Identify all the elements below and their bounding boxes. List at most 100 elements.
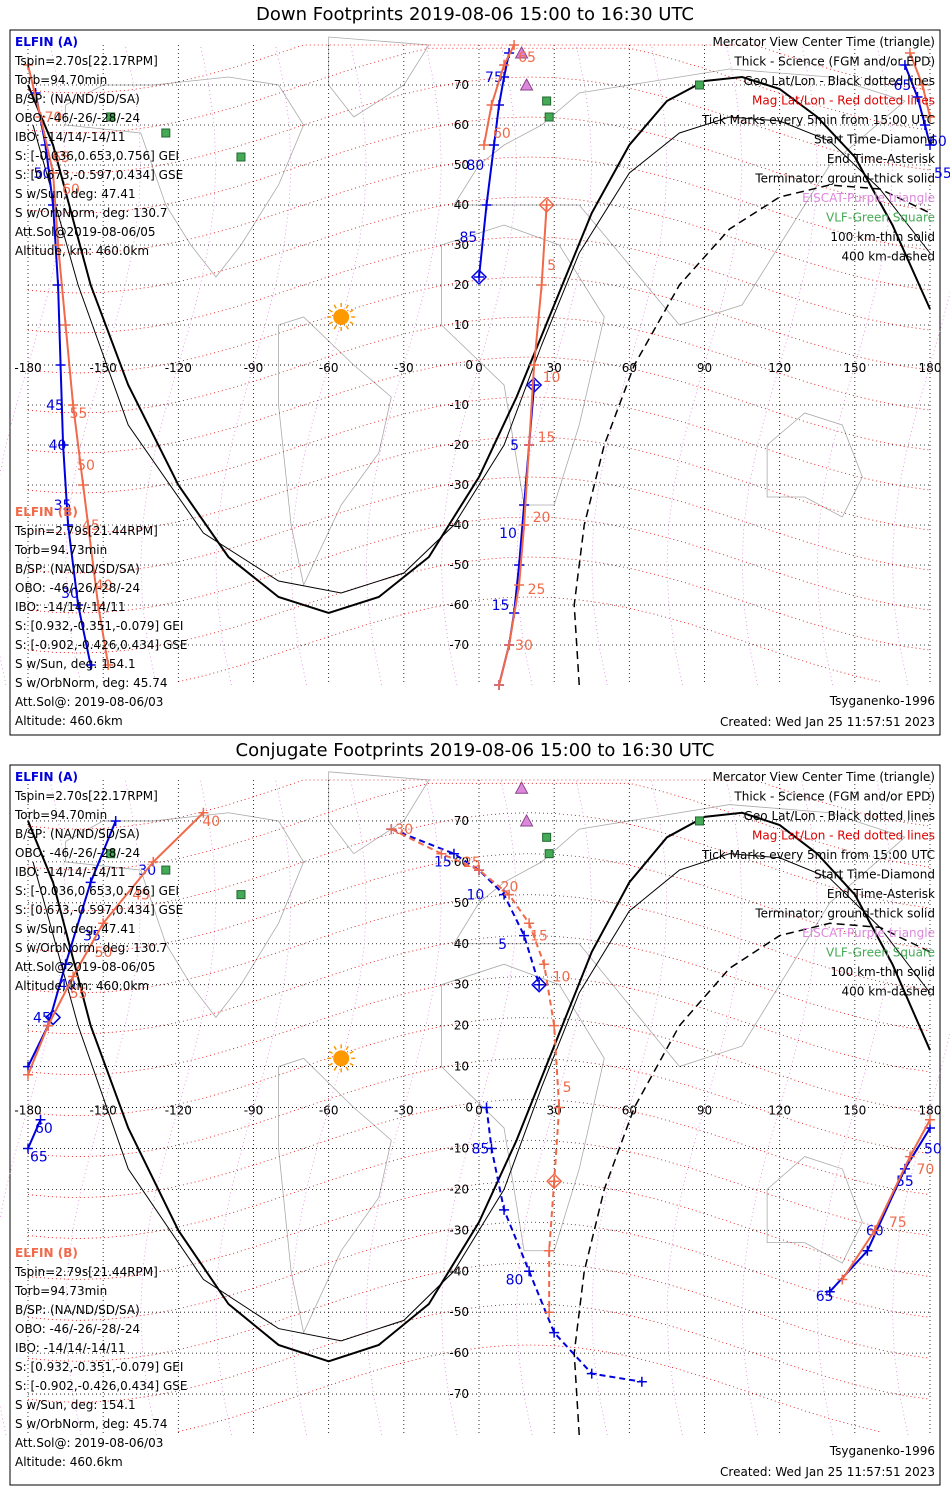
elfin-a-info: S: [0.673,-0.597,0.434] GSE bbox=[15, 168, 183, 182]
lon-tick-label: 30 bbox=[547, 361, 562, 375]
tick-mark bbox=[549, 1327, 560, 1338]
tick-mark bbox=[489, 140, 500, 150]
tick-mark bbox=[509, 40, 520, 50]
lon-tick-label: -90 bbox=[244, 361, 264, 375]
tick-mark bbox=[529, 380, 540, 390]
legend-entry: Start Time-Diamond bbox=[814, 868, 935, 882]
tick-mark bbox=[48, 200, 59, 210]
tick-label: 10 bbox=[543, 370, 561, 386]
tick-mark bbox=[539, 959, 550, 970]
footprint-track: 65 60 55 bbox=[893, 60, 950, 182]
mag-lon-curve bbox=[441, 779, 517, 1436]
mag-lat-curve bbox=[27, 976, 931, 1076]
lon-tick-label: -180 bbox=[14, 1104, 41, 1118]
tick-mark bbox=[925, 112, 935, 122]
elfin-b-info: Att.Sol@: 2019-08-06/03 bbox=[15, 695, 163, 709]
mag-lat-curve bbox=[27, 1139, 931, 1239]
mag-lon-curve bbox=[65, 779, 142, 1436]
tick-mark bbox=[93, 600, 104, 610]
elfin-a-info: Altitude, km: 460.0km bbox=[15, 979, 149, 993]
tick-mark bbox=[48, 168, 59, 178]
terminator-ground bbox=[27, 75, 931, 615]
legend-entry: Tick Marks every 5min from 15:00 UTC bbox=[701, 113, 935, 127]
footprint-track: 70 75 bbox=[837, 1114, 935, 1285]
sun-disc bbox=[333, 309, 350, 325]
tick-mark bbox=[85, 660, 96, 670]
footprint-track: 50 45 40 35 30 bbox=[30, 88, 96, 670]
elfin-a-info: S: [0.673,-0.597,0.434] GSE bbox=[15, 903, 183, 917]
tick-mark bbox=[58, 440, 69, 450]
tick-label: 50 bbox=[34, 166, 52, 182]
tick-mark bbox=[499, 60, 510, 70]
tick-mark bbox=[554, 1102, 565, 1113]
elfin-a-info: B/SP: (NA/ND/SD/SA) bbox=[15, 92, 140, 106]
start-diamond bbox=[531, 976, 548, 993]
sun-ray bbox=[333, 325, 337, 330]
eiscat-triangle bbox=[519, 813, 534, 827]
mag-lon-curve bbox=[516, 779, 593, 1436]
tick-mark bbox=[837, 1274, 848, 1285]
vlf-square bbox=[544, 849, 554, 859]
tick-label: 15 bbox=[538, 430, 556, 446]
start-diamond bbox=[538, 196, 555, 214]
legend-entry: EISCAT-Purple triangle bbox=[802, 191, 935, 205]
tick-mark bbox=[519, 520, 530, 530]
tick-label: 65 bbox=[893, 78, 911, 94]
lat-tick-label: 70 bbox=[454, 78, 469, 92]
tick-label: 55 bbox=[934, 166, 950, 182]
tick-mark bbox=[85, 877, 96, 888]
sun-ray bbox=[345, 325, 349, 330]
elfin-a-info: Torb=94.70min bbox=[14, 808, 107, 822]
lon-tick-label: -60 bbox=[319, 361, 339, 375]
created-label: Created: Wed Jan 25 11:57:51 2023 bbox=[720, 715, 935, 729]
lon-tick-label: 180 bbox=[919, 361, 942, 375]
lat-tick-label: -50 bbox=[449, 558, 469, 572]
tick-mark bbox=[486, 1143, 497, 1154]
lon-tick-label: -30 bbox=[394, 1104, 414, 1118]
terminator-100km bbox=[32, 116, 931, 594]
elfin-a-info: Tspin=2.70s[22.17RPM] bbox=[14, 54, 158, 68]
tick-label: 10 bbox=[467, 888, 485, 904]
tick-label: 15 bbox=[530, 929, 548, 945]
footprint-track: 65 60 bbox=[479, 40, 536, 150]
legend-entry: Mercator View Center Time (triangle) bbox=[713, 35, 935, 49]
lon-tick-label: -60 bbox=[319, 1104, 339, 1118]
coast-shape bbox=[65, 812, 305, 1019]
tick-label: 15 bbox=[434, 855, 452, 871]
mag-lon-curve bbox=[741, 779, 818, 1436]
tick-mark bbox=[549, 1020, 560, 1031]
tick-mark bbox=[78, 480, 89, 490]
tick-mark bbox=[504, 640, 515, 650]
tick-mark bbox=[198, 807, 209, 818]
legend-entry: VLF-Green Square bbox=[826, 211, 935, 225]
elfin-b-info: IBO: -14/14/-14/11 bbox=[15, 600, 126, 614]
lat-tick-label: 10 bbox=[454, 1060, 469, 1074]
tick-mark bbox=[63, 520, 74, 530]
elfin-b-info: IBO: -14/14/-14/11 bbox=[15, 1341, 126, 1355]
footprint-track: 5 10 15 20 25 30 bbox=[494, 196, 561, 690]
sun-ray bbox=[328, 309, 333, 313]
coast-shape bbox=[328, 771, 430, 855]
mag-grid bbox=[0, 44, 950, 686]
mag-lon-curve bbox=[140, 779, 217, 1436]
tick-label: 50 bbox=[77, 458, 95, 474]
vlf-square bbox=[542, 832, 552, 842]
tick-mark bbox=[481, 1102, 492, 1113]
legend-entry: VLF-Green Square bbox=[826, 946, 935, 960]
tick-mark bbox=[98, 918, 109, 929]
coast-shape bbox=[65, 76, 305, 278]
map-frame bbox=[9, 29, 941, 736]
legend-entry: Terminator: ground-thick solid bbox=[754, 907, 935, 921]
vlf-square bbox=[236, 152, 246, 162]
elfin-a-title: ELFIN (A) bbox=[15, 770, 78, 784]
model-label: Tsyganenko-1996 bbox=[829, 694, 935, 708]
lat-tick-label: -70 bbox=[449, 1387, 469, 1401]
coast-shape bbox=[766, 412, 863, 518]
mag-lon-curve bbox=[365, 779, 442, 1436]
lat-tick-label: 40 bbox=[454, 198, 469, 212]
elfin-b-info: Torb=94.73min bbox=[14, 1284, 107, 1298]
sun-ray bbox=[328, 1050, 333, 1055]
created-label: Created: Wed Jan 25 11:57:51 2023 bbox=[720, 1465, 935, 1479]
track-line bbox=[390, 828, 541, 985]
